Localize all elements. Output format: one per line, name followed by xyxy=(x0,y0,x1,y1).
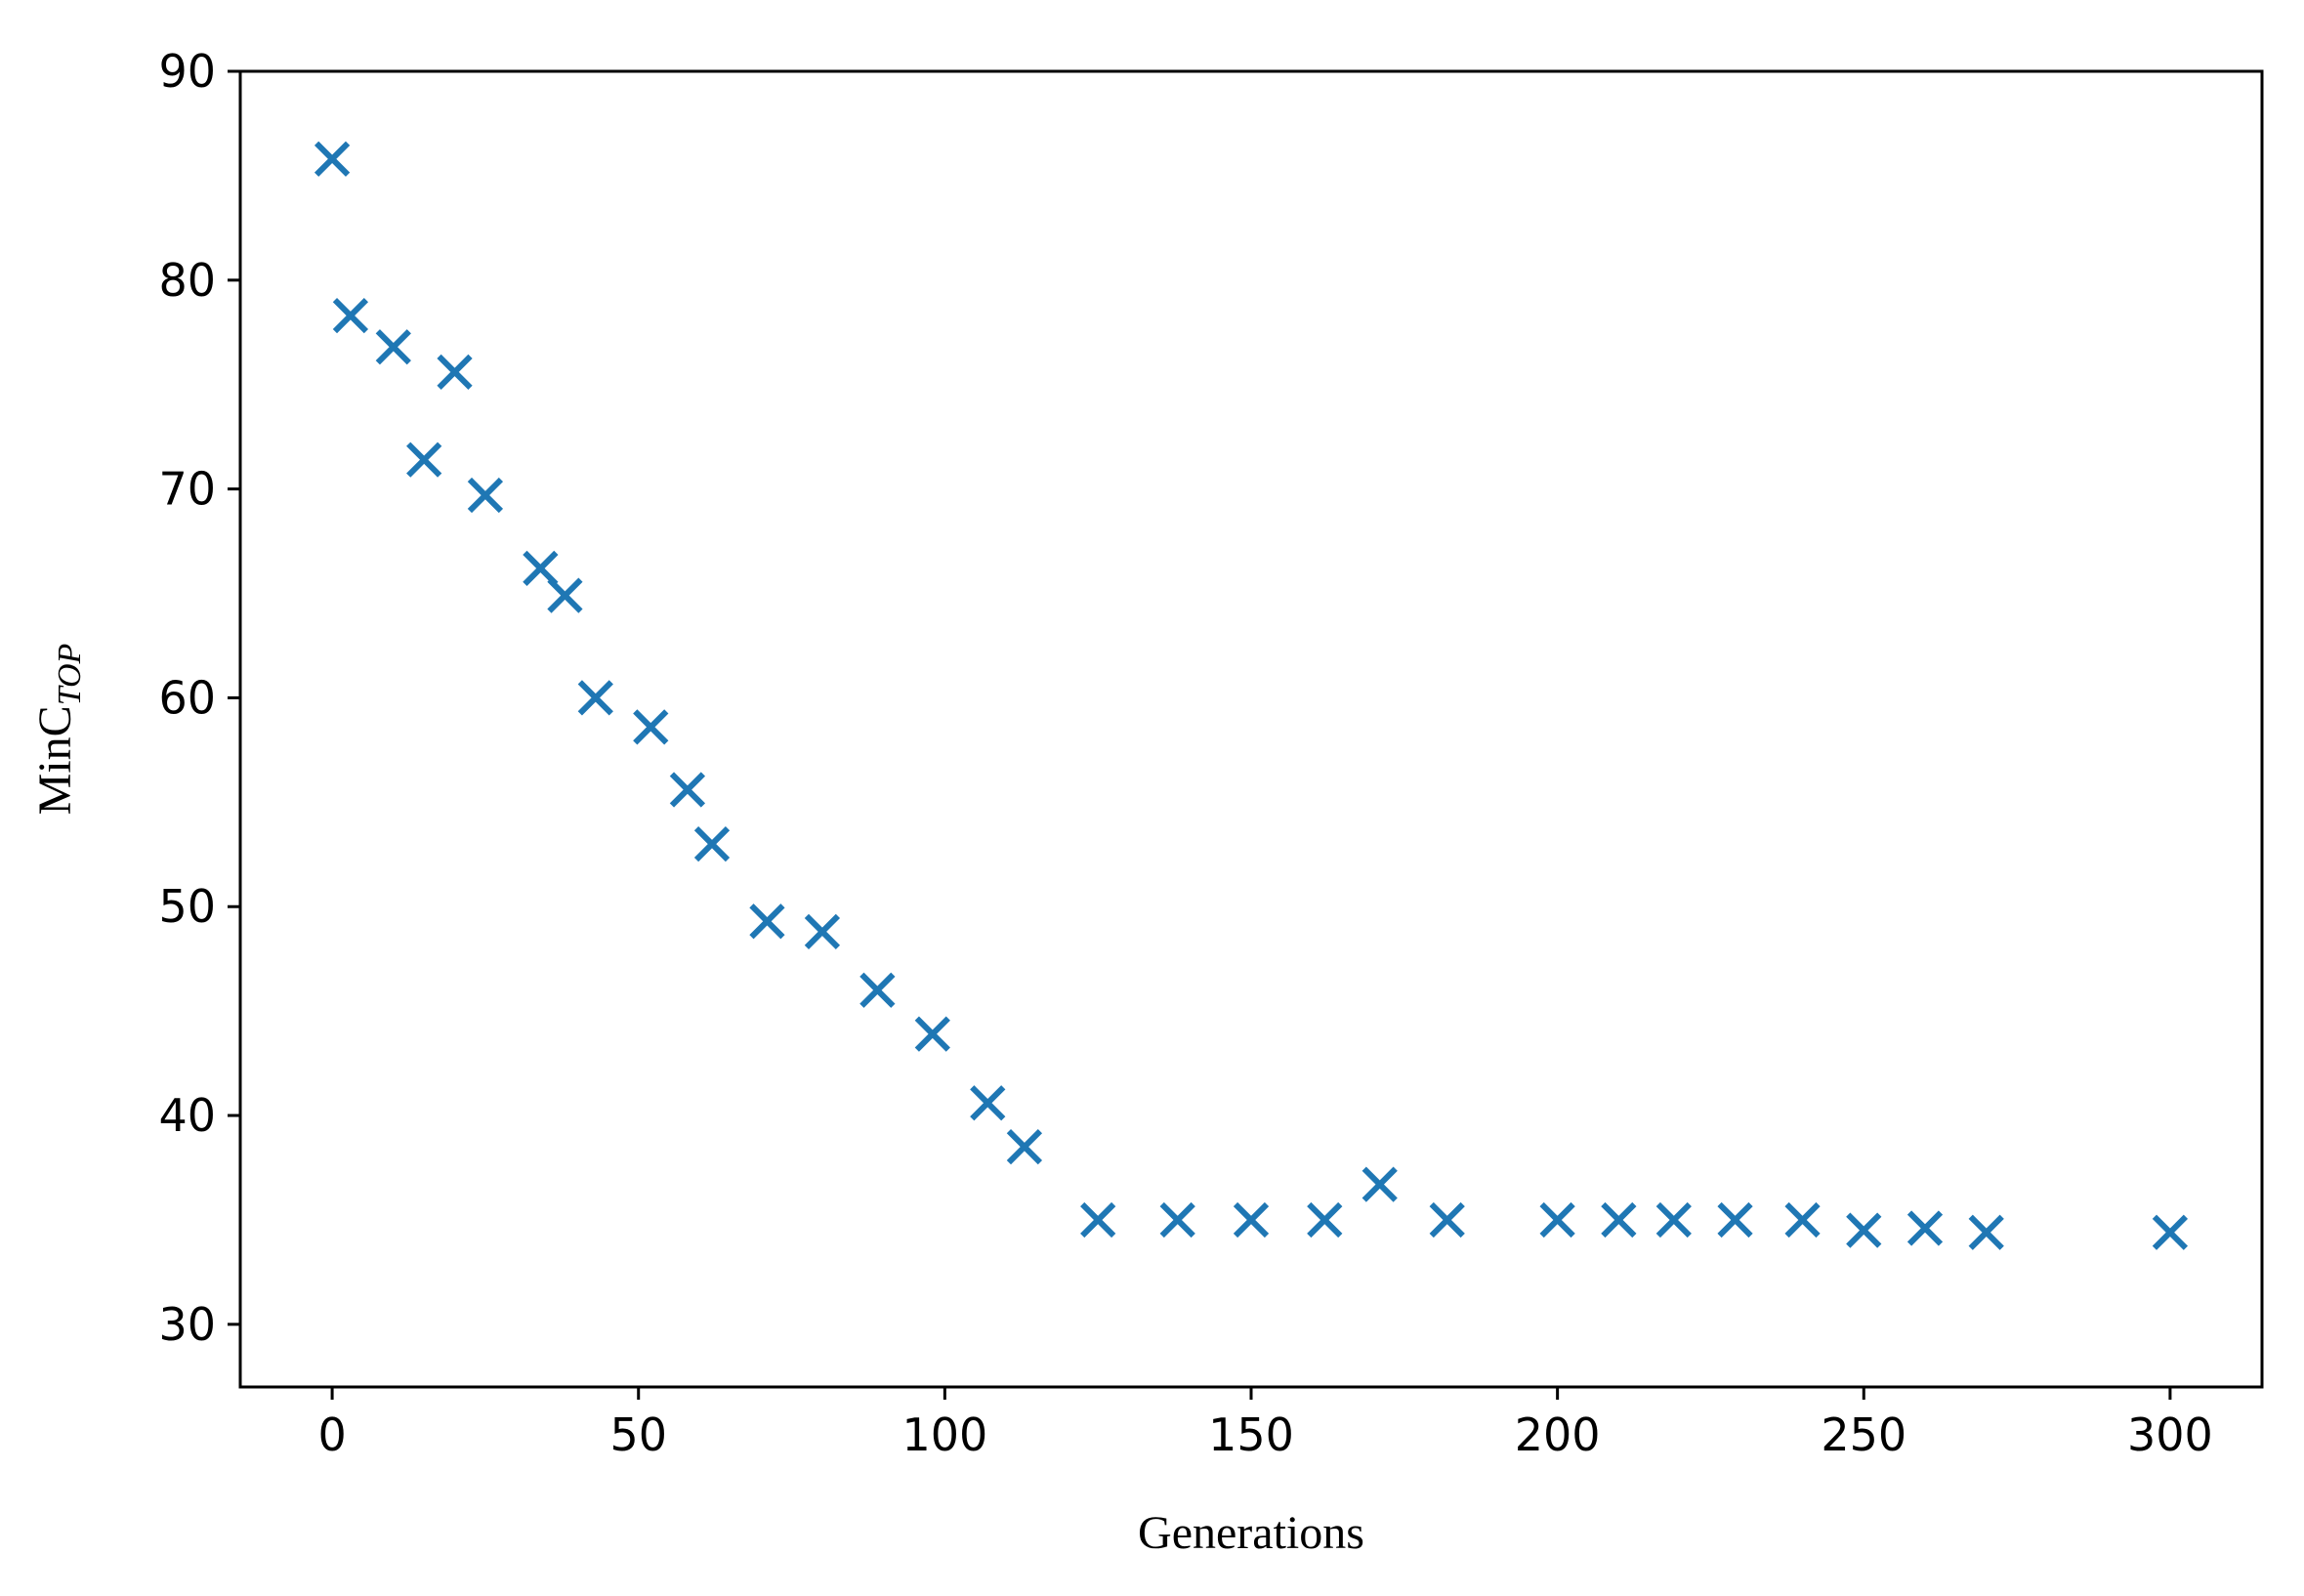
y-axis-label-subscript: TOP xyxy=(52,644,88,706)
y-tick-label: 70 xyxy=(158,463,216,516)
data-point xyxy=(669,772,706,808)
data-point xyxy=(1784,1201,1821,1239)
x-tick-label: 50 xyxy=(609,1408,667,1461)
x-axis: 0 50 100 150 200 250 300 xyxy=(317,1387,2213,1461)
data-point xyxy=(2152,1214,2189,1250)
data-point xyxy=(1233,1201,1270,1239)
data-point xyxy=(1601,1201,1637,1239)
data-point xyxy=(1307,1201,1343,1239)
data-point xyxy=(1006,1128,1043,1165)
data-point xyxy=(1361,1166,1398,1202)
x-tick-label: 100 xyxy=(901,1408,987,1461)
data-point xyxy=(1968,1214,2004,1250)
y-tick-label: 30 xyxy=(158,1298,216,1351)
y-tick-label: 40 xyxy=(158,1089,216,1142)
y-tick-label: 60 xyxy=(158,671,216,724)
data-point xyxy=(804,913,841,950)
data-point xyxy=(437,354,473,391)
x-tick-label: 300 xyxy=(2127,1408,2213,1461)
data-point xyxy=(314,141,351,177)
data-point xyxy=(693,825,731,862)
data-point xyxy=(467,477,504,514)
data-point xyxy=(1159,1201,1195,1239)
y-axis: 30 40 50 60 70 80 90 xyxy=(158,45,240,1351)
data-point xyxy=(332,298,369,334)
x-tick-label: 200 xyxy=(1515,1408,1601,1461)
data-point xyxy=(547,577,583,613)
data-point xyxy=(375,329,411,365)
data-point xyxy=(406,441,442,478)
x-tick-label: 250 xyxy=(1821,1408,1906,1461)
data-point xyxy=(1846,1212,1882,1248)
data-point xyxy=(749,903,785,940)
data-point xyxy=(1717,1201,1753,1239)
data-markers xyxy=(314,141,2189,1250)
x-tick-label: 150 xyxy=(1208,1408,1294,1461)
y-axis-label-main: MinC xyxy=(29,705,81,815)
y-tick-label: 80 xyxy=(158,254,216,307)
data-point xyxy=(914,1016,950,1052)
data-point xyxy=(1080,1201,1116,1239)
data-point xyxy=(859,972,896,1008)
y-tick-label: 90 xyxy=(158,45,216,98)
data-point xyxy=(1429,1201,1465,1239)
y-axis-label: MinCTOP xyxy=(29,644,88,816)
y-tick-label: 50 xyxy=(158,880,216,933)
data-point xyxy=(1539,1201,1575,1239)
data-point xyxy=(970,1085,1006,1121)
data-point xyxy=(1655,1201,1692,1239)
x-axis-label: Generations xyxy=(1138,1507,1364,1559)
data-point xyxy=(633,709,669,745)
x-tick-label: 0 xyxy=(317,1408,346,1461)
data-point xyxy=(577,680,613,716)
data-point xyxy=(1906,1210,1944,1246)
